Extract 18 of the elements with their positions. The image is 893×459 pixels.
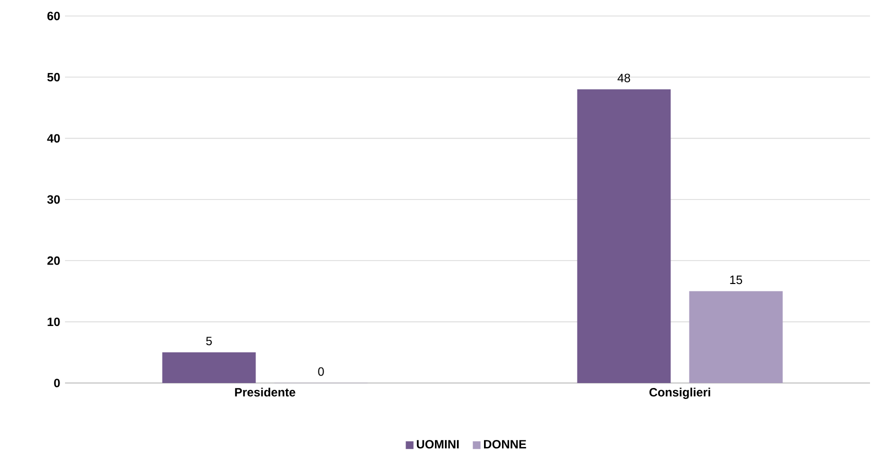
legend-label: UOMINI — [416, 440, 459, 448]
x-tick-label: Presidente — [235, 388, 296, 397]
x-tick-label: Consiglieri — [649, 388, 710, 399]
data-label: 48 — [618, 74, 630, 82]
bar — [577, 89, 671, 384]
y-tick-label: 40 — [47, 134, 60, 143]
data-label: 5 — [206, 336, 212, 346]
legend-label: DONNE — [484, 440, 526, 448]
data-label: 0 — [318, 367, 324, 376]
y-tick-label: 20 — [47, 256, 60, 265]
y-tick-label: 30 — [47, 195, 60, 204]
bar — [689, 291, 783, 384]
y-tick-label: 10 — [48, 318, 60, 326]
bar — [162, 352, 256, 384]
data-label: 15 — [730, 276, 742, 284]
y-tick-label: 60 — [47, 12, 60, 20]
y-tick-label: 50 — [47, 72, 60, 82]
y-tick-label: 0 — [54, 378, 60, 388]
